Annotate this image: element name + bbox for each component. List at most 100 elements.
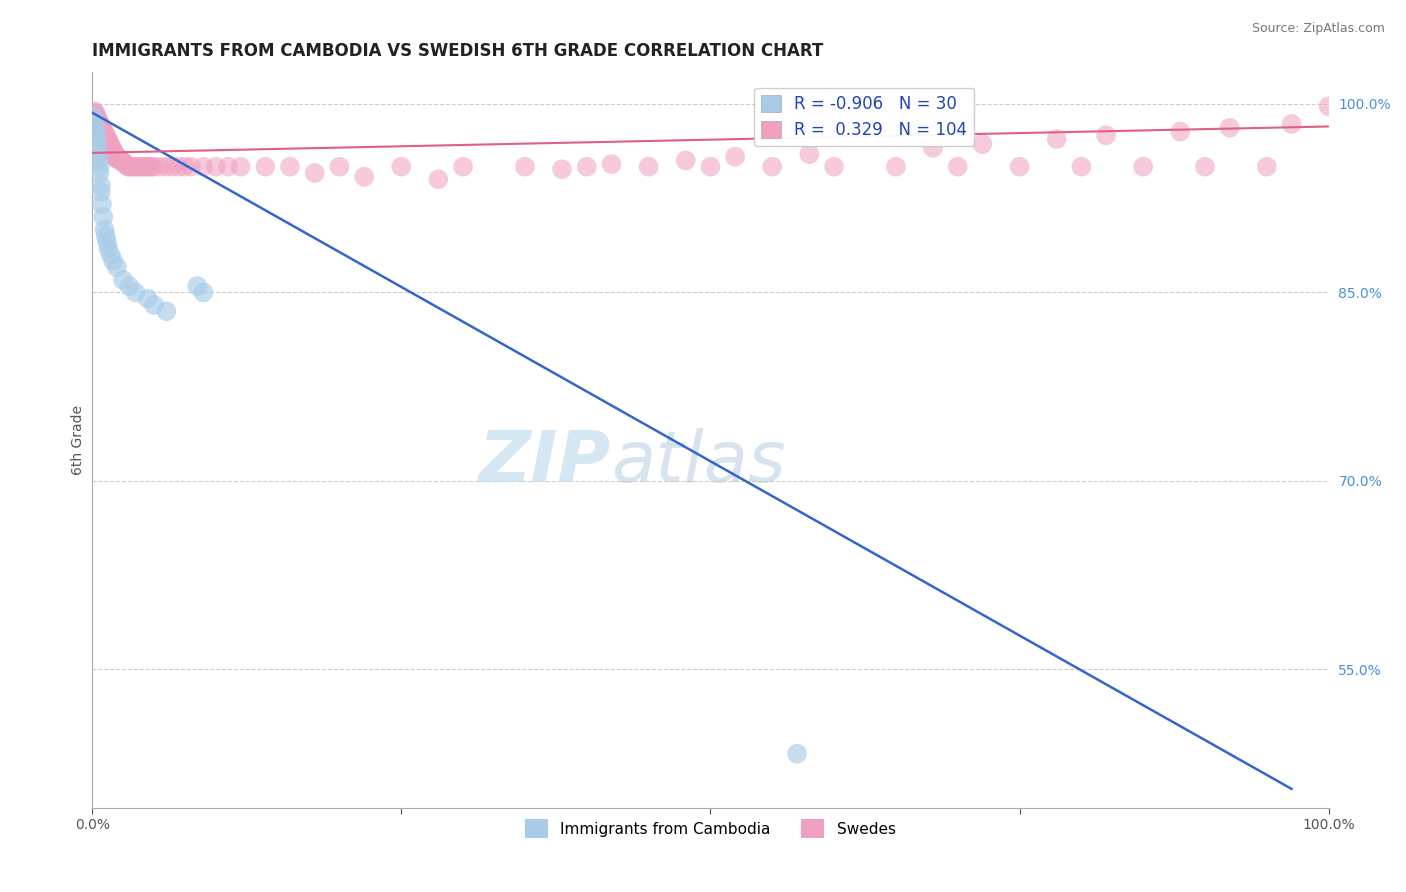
Legend: Immigrants from Cambodia, Swedes: Immigrants from Cambodia, Swedes (519, 814, 901, 844)
Point (91, 120, 114, 135)
Point (1168, 124, 1191, 138)
Point (115, 158, 138, 172)
Point (149, 160, 172, 174)
Point (125, 160, 148, 174)
Point (1046, 132, 1069, 146)
Point (90, 118, 112, 132)
Point (193, 285, 215, 300)
Point (98, 136, 121, 150)
Point (105, 150, 128, 164)
Point (1219, 120, 1241, 135)
Point (84, 107, 107, 121)
Point (1194, 160, 1216, 174)
Point (112, 273, 135, 287)
Point (93, 222, 115, 236)
Point (91, 197, 114, 211)
Point (105, 152, 128, 166)
Point (101, 145, 124, 159)
Point (97, 241, 120, 255)
Point (96, 130, 118, 145)
Point (786, 747, 808, 761)
Point (82, 107, 104, 121)
Point (138, 160, 160, 174)
Point (217, 160, 239, 174)
Point (89, 120, 111, 134)
Y-axis label: 6th Grade: 6th Grade (72, 405, 86, 475)
Point (600, 157, 623, 171)
Point (104, 148, 127, 162)
Point (104, 151, 127, 165)
Point (186, 279, 208, 293)
Point (1132, 160, 1154, 174)
Point (451, 160, 474, 174)
Point (100, 142, 122, 156)
Text: atlas: atlas (612, 427, 786, 497)
Point (90, 178, 112, 193)
Point (1008, 160, 1031, 174)
Point (107, 151, 129, 165)
Point (98, 139, 121, 153)
Point (89, 160, 111, 174)
Point (823, 160, 845, 174)
Point (82, 110, 104, 124)
Point (551, 162, 574, 177)
Point (84, 122, 107, 136)
Point (93, 129, 115, 144)
Point (637, 160, 659, 174)
Point (136, 292, 159, 306)
Point (94, 132, 117, 146)
Point (86, 141, 108, 155)
Point (155, 160, 177, 174)
Point (761, 160, 783, 174)
Point (93, 126, 115, 140)
Point (353, 169, 375, 184)
Point (699, 160, 721, 174)
Point (86, 114, 108, 128)
Point (118, 279, 141, 293)
Point (167, 160, 190, 174)
Text: ZIP: ZIP (479, 427, 612, 497)
Point (103, 150, 125, 164)
Point (141, 160, 163, 174)
Point (84, 128, 107, 143)
Point (105, 260, 128, 275)
Point (135, 160, 157, 174)
Point (112, 154, 135, 169)
Point (946, 160, 969, 174)
Point (103, 147, 125, 161)
Point (96, 235, 118, 249)
Point (117, 160, 139, 174)
Point (389, 160, 412, 174)
Point (91, 127, 114, 141)
Point (155, 304, 177, 318)
Point (97, 133, 120, 147)
Point (1281, 117, 1303, 131)
Point (83, 116, 105, 130)
Point (118, 160, 141, 174)
Text: Source: ZipAtlas.com: Source: ZipAtlas.com (1251, 22, 1385, 36)
Point (724, 150, 747, 164)
Text: IMMIGRANTS FROM CAMBODIA VS SWEDISH 6TH GRADE CORRELATION CHART: IMMIGRANTS FROM CAMBODIA VS SWEDISH 6TH … (93, 42, 824, 60)
Point (83, 108, 105, 122)
Point (254, 160, 277, 174)
Point (94, 228, 117, 243)
Point (229, 160, 252, 174)
Point (84, 112, 107, 126)
Point (101, 141, 124, 155)
Point (94, 128, 117, 143)
Point (96, 135, 118, 149)
Point (1095, 128, 1118, 143)
Point (128, 160, 150, 174)
Point (100, 138, 122, 153)
Point (87, 153, 110, 168)
Point (513, 160, 536, 174)
Point (143, 160, 166, 174)
Point (91, 210, 114, 224)
Point (575, 160, 598, 174)
Point (122, 160, 145, 174)
Point (143, 298, 166, 312)
Point (111, 154, 134, 169)
Point (675, 153, 697, 168)
Point (1317, 99, 1340, 113)
Point (89, 116, 111, 130)
